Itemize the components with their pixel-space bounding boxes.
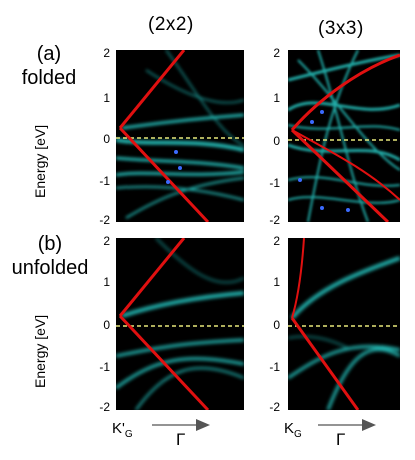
gamma-label-3x3: Γ bbox=[336, 430, 346, 449]
kpoint-right-base: K bbox=[284, 420, 295, 437]
marker-folded-2x2 bbox=[178, 166, 182, 170]
marker-folded-3x3 bbox=[346, 208, 350, 212]
dirac-lower-unfolded-3x3 bbox=[290, 317, 360, 410]
row-text-folded: folded bbox=[21, 67, 77, 89]
band-plot-folded-2x2 bbox=[116, 50, 244, 222]
row-label-b: (b) unfolded bbox=[10, 232, 90, 280]
dirac-branch-folded-3x3 bbox=[291, 129, 400, 201]
marker-folded-2x2 bbox=[166, 180, 170, 184]
tick-b2-m1: -1 bbox=[269, 360, 280, 374]
arrow-2x2 bbox=[152, 418, 212, 432]
marker-folded-3x3 bbox=[320, 206, 324, 210]
direction-arrow-icon bbox=[152, 419, 210, 431]
y-axis-label-top: Energy [eV] bbox=[32, 124, 48, 198]
tick-a1-2: 2 bbox=[103, 46, 110, 60]
tick-b2-0: 0 bbox=[273, 318, 280, 332]
row-text-unfolded: unfolded bbox=[11, 257, 89, 279]
dirac-lower-folded-2x2 bbox=[118, 126, 210, 222]
tick-a2-1: 1 bbox=[273, 91, 280, 105]
tick-a2-m1: -1 bbox=[269, 176, 280, 190]
tick-a2-m2: -2 bbox=[269, 213, 280, 227]
tick-b1-2: 2 bbox=[103, 234, 110, 248]
dirac-upper-folded-2x2 bbox=[118, 50, 186, 129]
kpoint-left-2x2: K'G bbox=[112, 420, 133, 440]
column-title-2x2: (2x2) bbox=[148, 14, 194, 35]
tick-a1-m2: -2 bbox=[99, 213, 110, 227]
y-axis-label-bottom: Energy [eV] bbox=[32, 314, 48, 388]
kpoint-left-base: K' bbox=[112, 420, 125, 437]
marker-folded-3x3 bbox=[310, 120, 314, 124]
tick-b1-0: 0 bbox=[103, 318, 110, 332]
tick-a2-0: 0 bbox=[273, 134, 280, 148]
row-label-a: (a) folded bbox=[14, 42, 84, 90]
tick-b2-1: 1 bbox=[273, 275, 280, 289]
band-plot-unfolded-3x3 bbox=[288, 238, 400, 410]
marker-folded-2x2 bbox=[174, 150, 178, 154]
panel-unfolded-3x3 bbox=[288, 238, 400, 410]
tick-a1-0: 0 bbox=[103, 132, 110, 146]
tick-a2-2: 2 bbox=[273, 46, 280, 60]
dirac-lower-unfolded-2x2 bbox=[118, 314, 210, 410]
tick-b1-m2: -2 bbox=[99, 400, 110, 414]
direction-arrow-icon bbox=[318, 419, 376, 431]
dirac-upper-folded-3x3 bbox=[290, 53, 400, 131]
band-plot-folded-3x3 bbox=[288, 50, 400, 222]
row-letter-a: (a) bbox=[36, 43, 62, 65]
dirac-lower-folded-3x3 bbox=[290, 128, 390, 222]
kpoint-right-3x3: KG bbox=[284, 420, 302, 440]
dirac-upper-unfolded-2x2 bbox=[118, 238, 186, 317]
arrow-3x3 bbox=[318, 418, 378, 432]
tick-b1-1: 1 bbox=[103, 275, 110, 289]
kpoint-left-sub: G bbox=[124, 429, 133, 440]
tick-b1-m1: -1 bbox=[99, 360, 110, 374]
row-letter-b: (b) bbox=[37, 233, 63, 255]
tick-b2-m2: -2 bbox=[269, 400, 280, 414]
tick-b2-2: 2 bbox=[273, 234, 280, 248]
dirac-upper-unfolded-3x3 bbox=[291, 238, 305, 319]
marker-folded-3x3 bbox=[298, 178, 302, 182]
tick-a1-1: 1 bbox=[103, 91, 110, 105]
panel-folded-3x3 bbox=[288, 50, 400, 222]
gamma-label-2x2: Γ bbox=[176, 430, 186, 449]
tick-a1-m1: -1 bbox=[99, 174, 110, 188]
panel-folded-2x2 bbox=[116, 50, 244, 222]
column-title-3x3: (3x3) bbox=[318, 18, 364, 39]
panel-unfolded-2x2 bbox=[116, 238, 244, 410]
band-plot-unfolded-2x2 bbox=[116, 238, 244, 410]
kpoint-right-sub: G bbox=[294, 429, 302, 440]
marker-folded-3x3 bbox=[320, 110, 324, 114]
